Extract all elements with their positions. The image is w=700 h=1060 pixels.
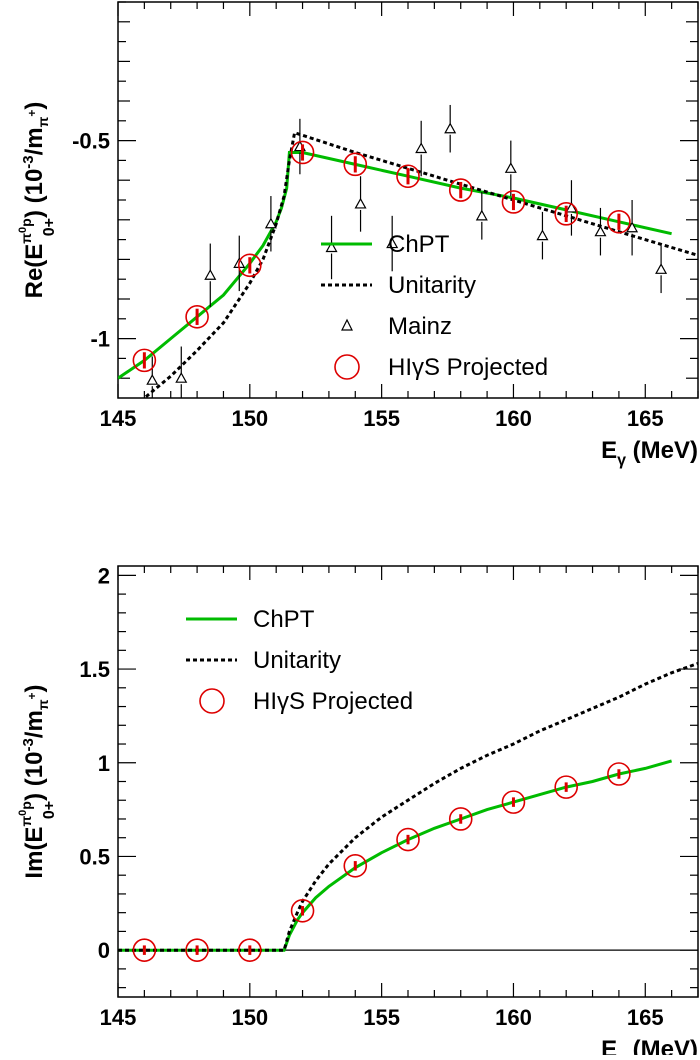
hiys-point (185, 938, 209, 962)
hiys-point (290, 140, 315, 165)
y-tick-label: -0.5 (72, 129, 110, 154)
hiys-point (607, 762, 631, 786)
unitarity-curve (118, 661, 698, 952)
mainz-point (264, 217, 277, 229)
plot-area (118, 104, 698, 398)
mainz-point (175, 371, 188, 383)
legend-swatch-mainz (341, 318, 353, 331)
x-tick-label: 150 (231, 406, 268, 431)
x-tick-label: 145 (100, 406, 137, 431)
x-tick-label: 155 (363, 406, 400, 431)
legend-label: ChPT (388, 231, 450, 258)
hiys-point (238, 253, 262, 278)
hiys-point (501, 190, 526, 214)
hiys-point (396, 164, 420, 189)
mainz-point (504, 162, 517, 173)
mainz-point (565, 201, 578, 213)
y-axis-label: Im(Eπ0p 0+) (10-3/mπ+) (17, 684, 58, 878)
mainz-point (415, 142, 428, 154)
hiys-point (290, 898, 315, 923)
x-tick-label: 150 (231, 1005, 268, 1030)
x-tick-label: 160 (495, 406, 532, 431)
mainz-point (146, 373, 159, 385)
mainz-point (325, 241, 338, 253)
legend-swatch-hiys (334, 354, 360, 380)
x-tick-label: 160 (495, 1005, 532, 1030)
x-axis-label: Eγ (MeV) (601, 1036, 698, 1055)
hiys-point (343, 854, 368, 878)
mainz-point (386, 237, 399, 249)
mainz-point (354, 197, 367, 209)
mainz-point (204, 269, 217, 280)
hiys-point (501, 790, 526, 814)
mainz-point (594, 225, 607, 237)
y-tick-label: 0 (98, 938, 110, 963)
hiys-point (607, 209, 631, 234)
hiys-point (448, 178, 473, 202)
y-tick-label: 0.5 (79, 844, 110, 869)
hiys-point (396, 827, 420, 852)
hiys-point (343, 152, 368, 177)
im-e0plus-panel: 145 150 155 160 165 0 0.5 1 1.5 2 Im(Eπ0p 0+) (10-3… (17, 563, 699, 1060)
x-tick-label: 145 (100, 1005, 137, 1030)
legend-label: HIγS Projected (388, 354, 548, 381)
legend-label: ChPT (253, 606, 315, 633)
mainz-point (626, 221, 639, 233)
legend-label: Mainz (388, 313, 452, 340)
plot-area (118, 661, 698, 962)
y-axis-label: Re(Eπ0p 0+) (10-3/mπ+) (17, 102, 58, 299)
mainz-point (444, 122, 457, 134)
legend: ChPT Unitarity Mainz HIγS Projected (321, 231, 548, 381)
legend-label: HIγS Projected (253, 688, 413, 715)
chpt-curve (118, 759, 673, 952)
hiys-point (238, 938, 262, 962)
chpt-curve (118, 151, 672, 380)
x-tick-label: 165 (627, 406, 664, 431)
mainz-point (655, 263, 668, 274)
re-e0plus-panel: 145 150 155 160 165 -0.5 -1 Re(Eπ0p 0+) (10-3/mπ… (17, 1, 699, 469)
x-tick-label: 165 (627, 1005, 664, 1030)
x-axis-label: Eγ (MeV) (601, 437, 698, 469)
hiys-point (554, 775, 578, 799)
y-tick-label: 1 (98, 751, 110, 776)
legend-label: Unitarity (388, 272, 476, 299)
hiys-point (132, 938, 157, 962)
hiys-point (132, 348, 157, 373)
y-tick-label: -1 (90, 327, 110, 352)
hiys-point (554, 202, 578, 226)
legend-label: Unitarity (253, 647, 341, 674)
mainz-point (536, 229, 549, 241)
legend: ChPT Unitarity HIγS Projected (186, 606, 413, 715)
x-tick-label: 155 (363, 1005, 400, 1030)
legend-swatch-hiys (199, 688, 225, 714)
hiys-point (185, 305, 209, 329)
y-tick-label: 1.5 (79, 657, 110, 682)
hiys-point (448, 807, 473, 831)
mainz-point (475, 209, 488, 221)
y-tick-label: 2 (98, 563, 110, 588)
